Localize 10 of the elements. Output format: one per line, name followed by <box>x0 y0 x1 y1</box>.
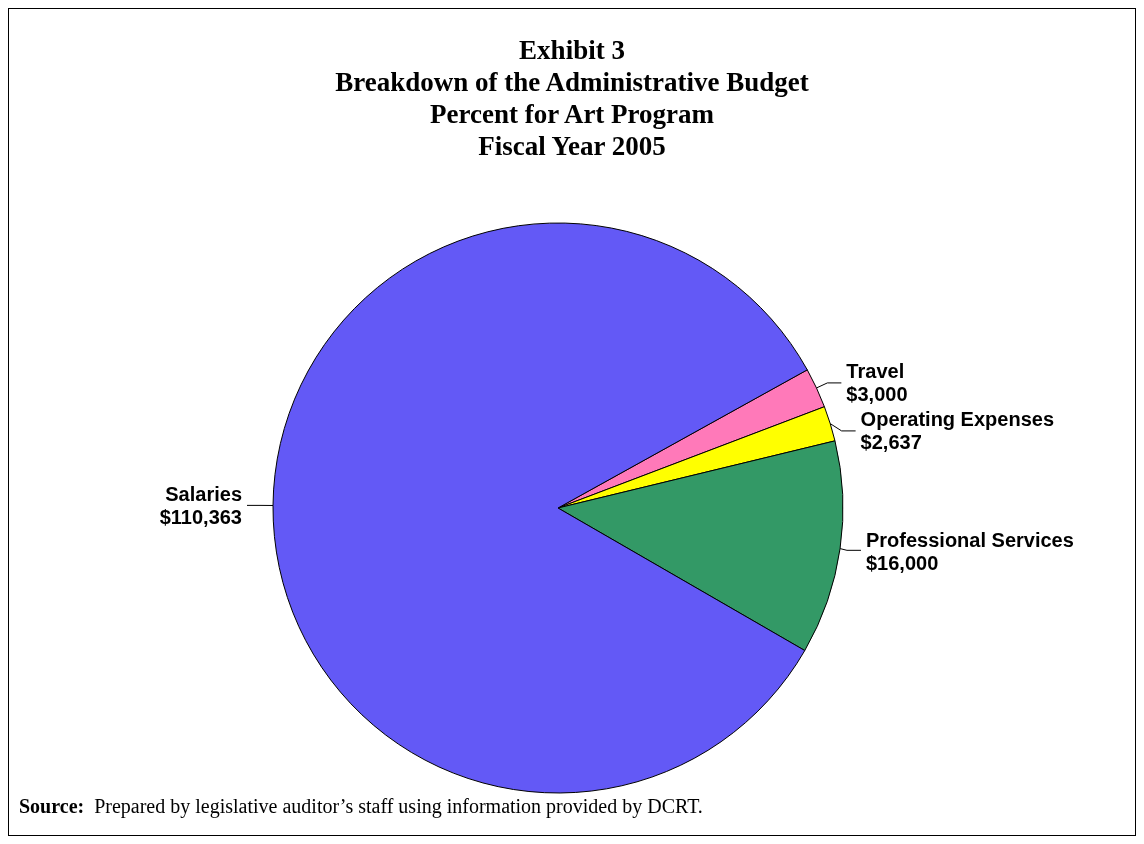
slice-label: Salaries <box>165 482 243 505</box>
chart-title: Exhibit 3 Breakdown of the Administrative Budget Percent for Art Program Fiscal Year 2005 <box>335 35 809 161</box>
slice-label: Professional Services <box>865 528 1074 551</box>
data-label: $2,637 <box>860 431 922 454</box>
source-note: Source: Prepared by legislative auditor’s staff using information provided by DCRT. <box>19 795 703 818</box>
data-label: $3,000 <box>846 383 908 406</box>
slice-label: Travel <box>846 360 905 383</box>
data-label: $16,000 <box>865 551 939 574</box>
data-label: $110,363 <box>159 505 243 528</box>
slice-label: Operating Expenses <box>860 408 1055 431</box>
